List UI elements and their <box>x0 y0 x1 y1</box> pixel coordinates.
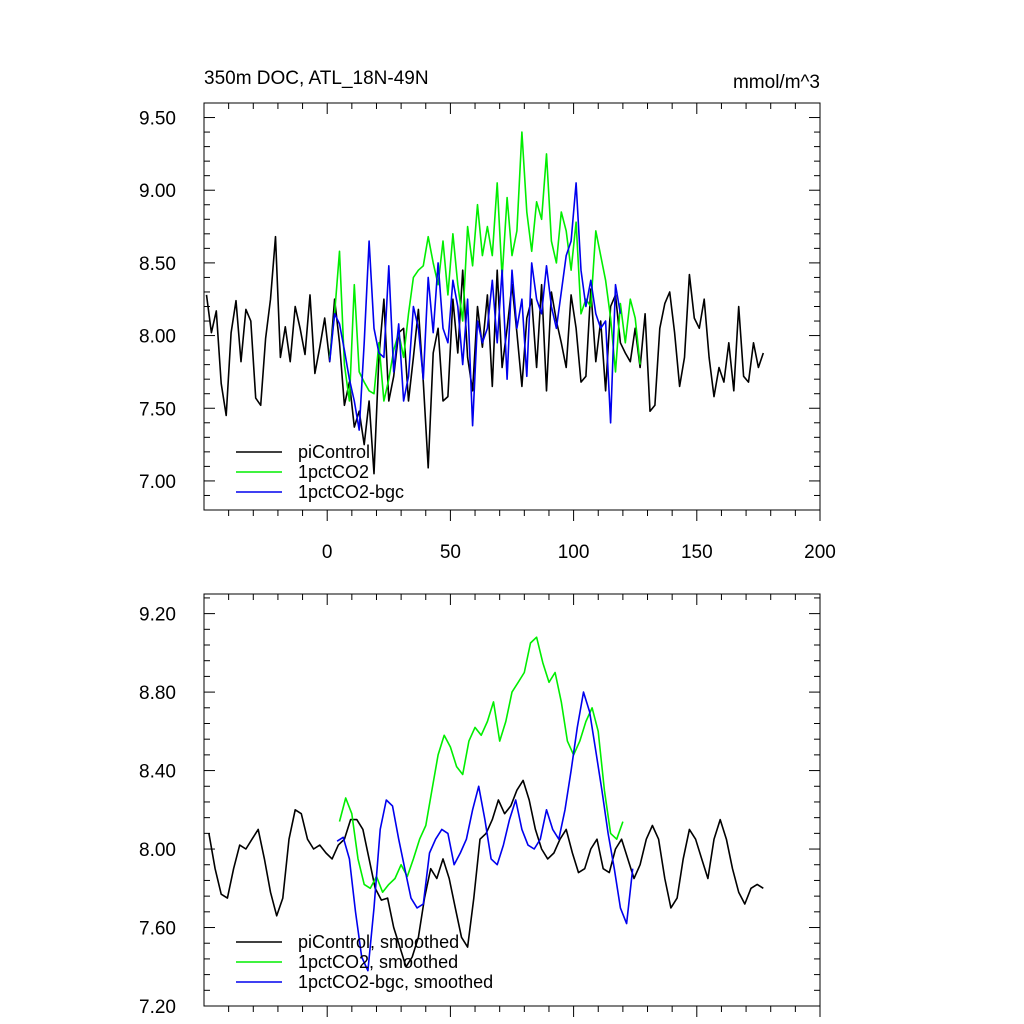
series-line-0 <box>208 779 764 968</box>
top-panel: 350m DOC, ATL_18N-49N mmol/m^3 0 50 100 150… <box>139 68 836 563</box>
y-tick-label: 7.20 <box>139 997 176 1018</box>
y-tick-label: 8.00 <box>139 327 176 348</box>
legend-label: 1pctCO2-bgc, smoothed <box>298 972 493 992</box>
y-tick-label: 9.20 <box>139 605 176 626</box>
bottom-panel: 7.20 7.60 8.00 8.40 8.80 9.20 piControl, smoo… <box>139 593 821 1018</box>
series-line-2 <box>336 691 634 972</box>
series-line-1 <box>338 636 624 894</box>
chart-units: mmol/m^3 <box>733 72 820 93</box>
y-tick-label: 8.50 <box>139 254 176 275</box>
x-tick-label: 200 <box>804 542 836 563</box>
y-tick-label: 7.60 <box>139 919 176 940</box>
y-tick-label: 8.40 <box>139 762 176 783</box>
x-tick-label: 0 <box>322 542 333 563</box>
series-line-2 <box>328 182 622 431</box>
top-plot-frame <box>203 102 821 511</box>
legend-label: 1pctCO2-bgc <box>298 482 404 502</box>
series-line-0 <box>205 235 765 475</box>
y-tick-label: 9.00 <box>139 181 176 202</box>
y-tick-label: 7.50 <box>139 399 176 420</box>
chart-title: 350m DOC, ATL_18N-49N <box>204 68 429 89</box>
x-tick-label: 50 <box>440 542 461 563</box>
bottom-plot-frame <box>203 593 821 1007</box>
legend-label: piControl <box>298 442 370 462</box>
y-tick-label: 8.00 <box>139 840 176 861</box>
legend-label: piControl, smoothed <box>298 932 459 952</box>
y-tick-label: 8.80 <box>139 683 176 704</box>
legend-label: 1pctCO2, smoothed <box>298 952 458 972</box>
y-tick-label: 7.00 <box>139 472 176 493</box>
y-tick-label: 9.50 <box>139 109 176 130</box>
series-line-1 <box>328 131 641 402</box>
x-tick-label: 150 <box>681 542 713 563</box>
x-tick-label: 100 <box>558 542 590 563</box>
legend-label: 1pctCO2 <box>298 462 369 482</box>
